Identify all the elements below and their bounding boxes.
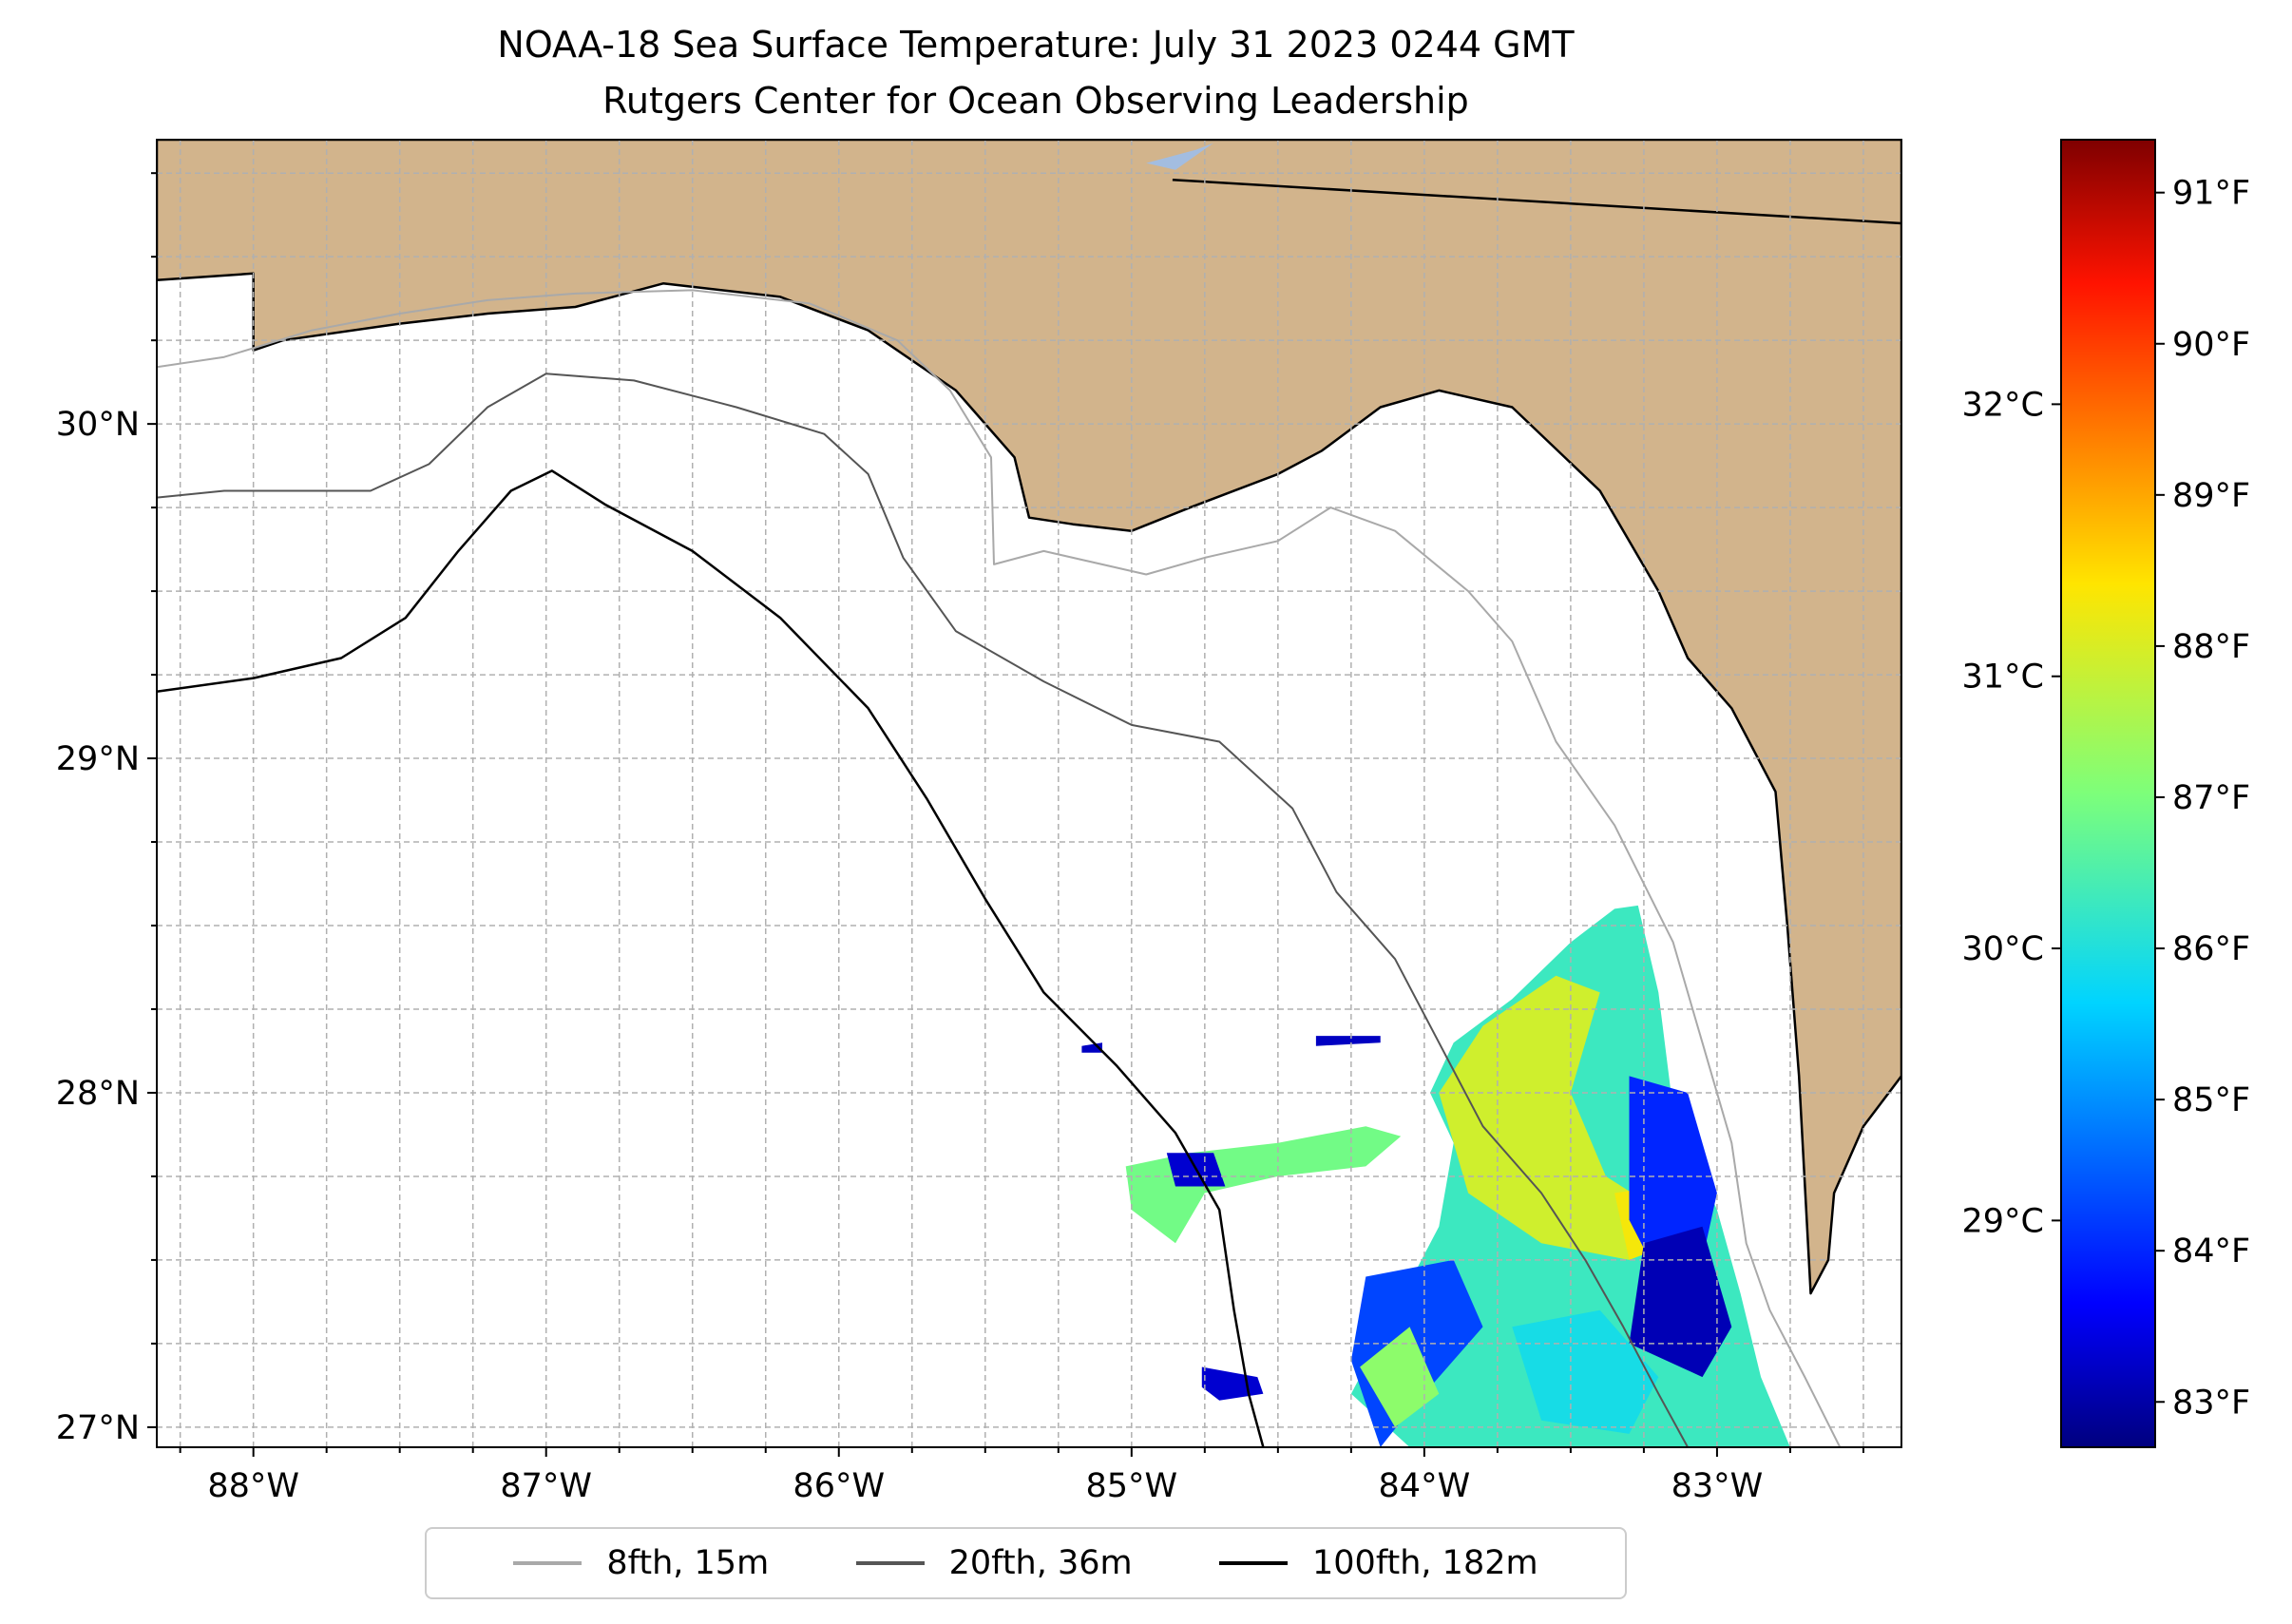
lon-tick-label: 83°W [1671, 1467, 1764, 1505]
lon-tick-label: 87°W [500, 1467, 592, 1505]
isobath-8fth [157, 289, 1842, 1447]
grid-layer [157, 140, 1901, 1447]
lat-tick-label: 30°N [56, 406, 140, 444]
lon-tick-label: 84°W [1379, 1467, 1471, 1505]
cbar-f-label: 90°F [2172, 326, 2250, 364]
legend-line-8fth [513, 1561, 583, 1565]
legend-item-20fth: 20fth, 36m [855, 1544, 1133, 1582]
lat-tick-label: 27°N [56, 1409, 140, 1447]
legend-label-20fth: 20fth, 36m [948, 1544, 1133, 1582]
colorbar-frame [2060, 139, 2156, 1448]
map-subtitle: Rutgers Center for Ocean Observing Leade… [602, 80, 1469, 122]
map-title: NOAA-18 Sea Surface Temperature: July 31… [497, 24, 1575, 66]
cbar-f-label: 89°F [2172, 477, 2250, 515]
axis-layer: 88°W 87°W 86°W 85°W 84°W 83°W 27°N 28°N 29°N 30°N [56, 172, 1864, 1505]
sst-patch-12 [1315, 1036, 1381, 1046]
sst-patch-1 [1439, 975, 1659, 1260]
map-frame [156, 139, 1902, 1448]
legend-line-20fth [855, 1561, 925, 1565]
cbar-f-label: 83°F [2172, 1384, 2250, 1422]
cbar-f-label: 87°F [2172, 779, 2250, 817]
sst-patch-6 [1512, 1309, 1659, 1434]
lon-tick-label: 86°W [793, 1467, 885, 1505]
cbar-c-label: 30°C [1962, 930, 2044, 968]
cbar-c-label: 31°C [1962, 659, 2044, 697]
lat-tick-label: 28°N [56, 1075, 140, 1113]
cbar-f-label: 85°F [2172, 1081, 2250, 1119]
isobath-100fth [157, 469, 1265, 1447]
lon-tick-label: 88°W [207, 1467, 299, 1505]
cbar-f-label: 84°F [2172, 1232, 2250, 1271]
cbar-c-label: 29°C [1962, 1202, 2044, 1240]
isobath-layer [157, 289, 1842, 1447]
legend-line-100fth [1219, 1561, 1289, 1565]
legend-item-100fth: 100fth, 182m [1219, 1544, 1538, 1582]
cbar-f-label: 88°F [2172, 628, 2250, 666]
colorbar [2061, 140, 2155, 1447]
sst-patch-7 [1360, 1327, 1440, 1427]
legend-label-8fth: 8fth, 15m [606, 1544, 770, 1582]
isobath-legend: 8fth, 15m 20fth, 36m 100fth, 182m [425, 1527, 1627, 1599]
isobath-20fth [157, 373, 1689, 1447]
lake [1146, 143, 1214, 170]
sst-patch-4 [1629, 1226, 1732, 1378]
cbar-f-label: 91°F [2172, 175, 2250, 213]
colorbar-ticks: 83°F 84°F 85°F 86°F 87°F 88°F 89°F 90°F 91°F 29°C… [1962, 175, 2251, 1423]
lat-tick-label: 29°N [56, 740, 140, 778]
state-boundary [1172, 178, 1901, 225]
lon-tick-label: 85°W [1085, 1467, 1177, 1505]
legend-label-100fth: 100fth, 182m [1312, 1544, 1538, 1582]
cbar-c-label: 32°C [1962, 386, 2044, 424]
cbar-f-label: 86°F [2172, 930, 2250, 968]
legend-item-8fth: 8fth, 15m [513, 1544, 769, 1582]
